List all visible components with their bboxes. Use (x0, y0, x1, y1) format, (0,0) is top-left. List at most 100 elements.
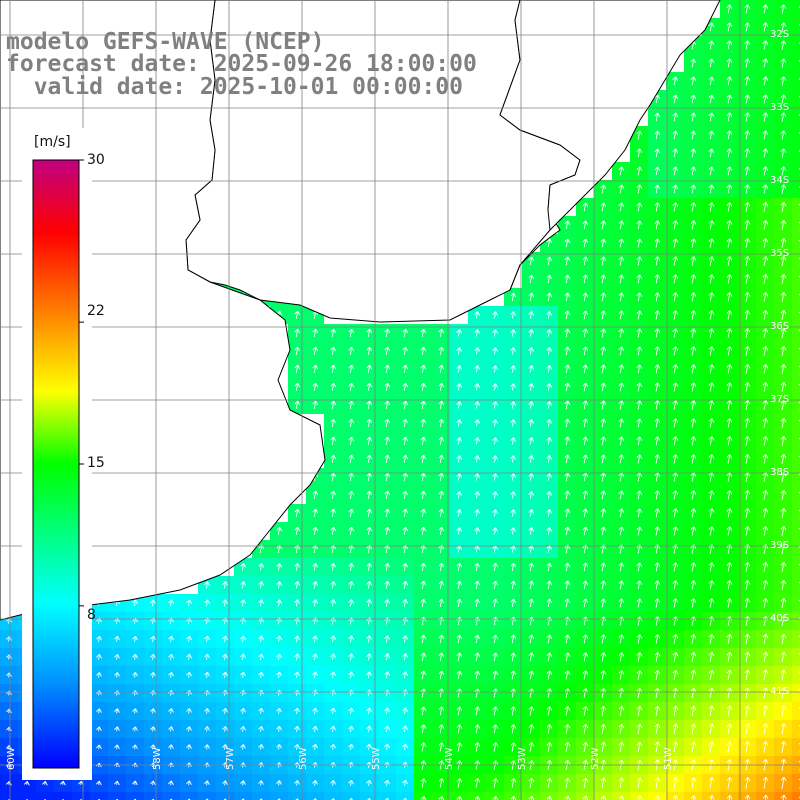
wind-arrow (348, 581, 355, 589)
colorbar-ticks (79, 159, 84, 607)
wind-arrow (474, 634, 481, 644)
wind-arrow (762, 705, 769, 717)
wind-arrow (798, 581, 800, 590)
wind-arrow (456, 580, 463, 590)
wind-arrow (528, 795, 535, 800)
latitude-label: 40S (770, 613, 789, 624)
wind-arrow (186, 671, 192, 678)
wind-cell (288, 792, 306, 800)
wind-arrow (726, 580, 733, 590)
wind-arrow (762, 381, 769, 392)
latitude-label: 38S (770, 467, 789, 478)
latitude-label: 32S (770, 29, 789, 40)
wind-arrow (564, 777, 571, 789)
wind-cell (792, 288, 800, 306)
latitude-labels: 32S 33S 34S 35S 36S 37S 38S 39S 40S 41S (770, 29, 789, 697)
wind-arrow (294, 743, 300, 750)
wind-arrow (654, 166, 661, 176)
wind-arrow (510, 777, 517, 788)
wind-arrow (510, 473, 517, 481)
wind-arrow (654, 310, 661, 320)
latitude-label: 39S (770, 540, 789, 551)
wind-arrow (564, 436, 571, 446)
wind-arrow (600, 652, 607, 662)
wind-arrow (744, 741, 751, 753)
wind-cell (792, 108, 800, 126)
wind-arrow (438, 364, 445, 374)
wind-arrow (798, 77, 800, 86)
wind-arrow (402, 418, 409, 428)
wind-cell (792, 396, 800, 414)
wind-arrow (762, 94, 769, 104)
wind-arrow (600, 634, 607, 644)
wind-arrow (636, 490, 643, 500)
wind-arrow (510, 706, 517, 716)
wind-arrow (690, 436, 697, 446)
wind-arrow (672, 436, 679, 446)
wind-cell (504, 792, 522, 800)
wind-arrow (780, 94, 787, 104)
wind-arrow (294, 563, 301, 571)
wind-arrow (492, 527, 499, 535)
wind-arrow (618, 508, 625, 518)
wind-arrow (258, 725, 264, 732)
wind-arrow (744, 705, 751, 717)
wind-arrow (294, 599, 301, 607)
wind-arrow (564, 580, 571, 590)
wind-arrow (510, 292, 517, 302)
wind-cell (792, 324, 800, 342)
wind-arrow (510, 580, 517, 590)
wind-arrow (600, 490, 607, 500)
wind-arrow (438, 328, 445, 338)
wind-arrow (582, 256, 589, 266)
wind-arrow (618, 436, 625, 446)
wind-arrow (474, 670, 481, 680)
wind-arrow (330, 418, 337, 428)
wind-arrow (672, 454, 679, 464)
wind-arrow (744, 418, 751, 428)
wind-arrow (330, 346, 337, 356)
wind-arrow (168, 599, 174, 607)
wind-arrow (690, 777, 697, 789)
wind-arrow (654, 94, 661, 104)
wind-arrow (654, 328, 661, 338)
wind-arrow (780, 148, 787, 158)
wind-arrow (384, 346, 391, 356)
wind-arrow (600, 777, 607, 789)
wind-cell (360, 792, 378, 800)
wind-arrow (186, 780, 192, 786)
wind-arrow (384, 743, 390, 751)
wind-arrow (690, 238, 697, 248)
wind-arrow (96, 672, 102, 678)
wind-arrow (798, 59, 800, 68)
wind-arrow (114, 780, 120, 786)
wind-arrow (132, 599, 138, 607)
wind-arrow (762, 4, 769, 14)
wind-arrow (780, 705, 787, 717)
wind-cell (792, 594, 800, 612)
wind-arrow (744, 184, 751, 194)
wind-arrow (798, 41, 800, 50)
wind-arrow (474, 580, 481, 590)
wind-arrow (708, 94, 715, 104)
wind-arrow (204, 708, 210, 714)
wind-arrow (420, 400, 427, 410)
wind-arrow (582, 598, 589, 608)
wind-arrow (168, 726, 174, 732)
wind-arrow (294, 653, 300, 661)
wind-arrow (330, 581, 337, 589)
wind-arrow (708, 382, 715, 392)
wind-arrow (564, 723, 571, 734)
wind-arrow (348, 599, 355, 607)
wind-arrow (744, 490, 751, 500)
wind-arrow (492, 473, 499, 481)
wind-arrow (204, 671, 210, 678)
wind-arrow (636, 777, 643, 789)
wind-arrow (744, 598, 751, 608)
wind-arrow (582, 364, 589, 374)
wind-arrow (258, 635, 264, 643)
wind-arrow (420, 742, 427, 752)
wind-arrow (654, 687, 661, 698)
wind-arrow (222, 671, 228, 678)
wind-arrow (654, 400, 661, 410)
